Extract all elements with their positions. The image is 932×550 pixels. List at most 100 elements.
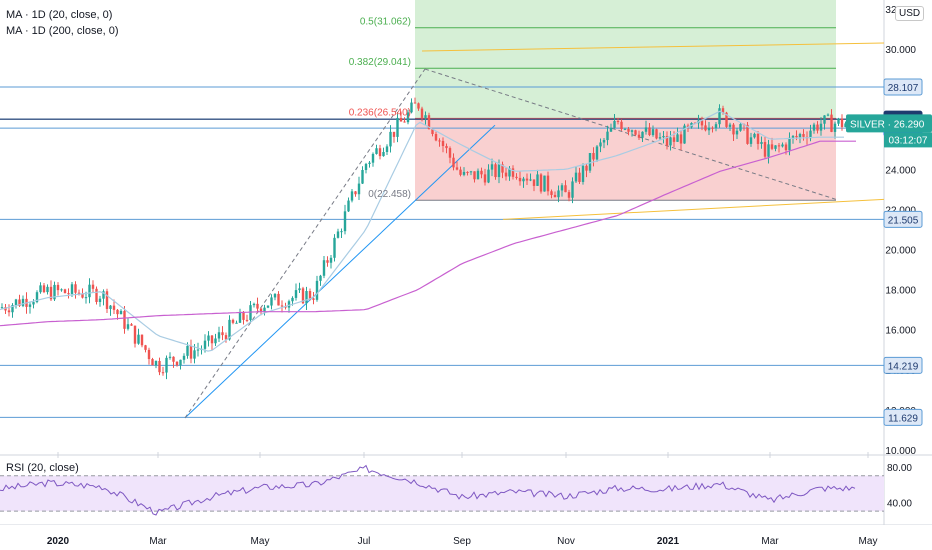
candle-body xyxy=(21,298,25,306)
candle-body xyxy=(347,200,350,212)
y-tick-label: 18.000 xyxy=(885,286,916,297)
candle-body xyxy=(242,312,245,320)
candle-body xyxy=(364,163,368,170)
candle-body xyxy=(60,289,63,291)
candle-body xyxy=(700,120,704,126)
candle-body xyxy=(84,297,88,299)
candle-body xyxy=(630,130,634,132)
candle-body xyxy=(536,174,539,186)
candle-body xyxy=(133,325,137,344)
candle-body xyxy=(210,335,214,344)
candle-body xyxy=(753,133,756,138)
x-tick-label: Mar xyxy=(761,536,779,547)
candle-body xyxy=(522,178,525,182)
candle-body xyxy=(392,131,396,137)
candle-body xyxy=(840,118,844,127)
candle-body xyxy=(137,334,140,344)
candle-body xyxy=(277,293,280,306)
candle-body xyxy=(396,117,399,137)
candle-body xyxy=(714,124,718,129)
candle-body xyxy=(746,124,749,144)
candle-body xyxy=(431,129,434,135)
candle-body xyxy=(725,112,728,127)
candle-body xyxy=(126,324,130,329)
candle-body xyxy=(88,284,91,298)
candle-body xyxy=(368,162,371,164)
candle-body xyxy=(816,124,819,131)
ma200-line xyxy=(0,140,856,327)
candle-body xyxy=(483,174,487,183)
candle-body xyxy=(837,118,840,124)
candle-body xyxy=(77,292,81,294)
candle-body xyxy=(0,307,4,309)
fib-anchor-line xyxy=(184,68,426,419)
candle-body xyxy=(385,146,389,152)
candle-body xyxy=(683,125,686,144)
candle-body xyxy=(116,309,119,315)
x-tick-label: Mar xyxy=(149,536,167,547)
x-tick-label: May xyxy=(859,536,878,547)
candle-body xyxy=(466,171,469,173)
candle-body xyxy=(704,125,707,131)
candle-body xyxy=(252,303,256,306)
candle-body xyxy=(186,345,189,356)
candle-body xyxy=(168,356,172,358)
candle-body xyxy=(256,303,259,309)
candle-body xyxy=(819,123,823,131)
candle-body xyxy=(637,134,641,138)
candle-body xyxy=(74,284,77,293)
candle-body xyxy=(571,181,574,198)
candle-body xyxy=(830,114,833,132)
candle-body xyxy=(175,361,179,366)
candle-body xyxy=(81,293,84,298)
candle-body xyxy=(95,288,98,302)
candle-body xyxy=(375,148,378,154)
candle-body xyxy=(711,127,714,129)
countdown-label: 03:12:07 xyxy=(889,135,928,146)
fib-green-zone xyxy=(415,0,836,119)
candle-body xyxy=(448,148,452,158)
candle-body xyxy=(539,174,543,192)
candle-body xyxy=(49,286,53,300)
candle-body xyxy=(613,120,616,128)
candle-body xyxy=(340,231,343,233)
candle-body xyxy=(707,127,711,131)
candle-body xyxy=(602,140,606,143)
candle-body xyxy=(823,115,826,124)
candle-body xyxy=(109,305,112,309)
candle-body xyxy=(203,340,207,349)
candle-body xyxy=(245,319,249,321)
candle-body xyxy=(165,357,168,373)
candle-body xyxy=(473,171,476,180)
ma200-legend[interactable]: MA · 1D (200, close, 0) xyxy=(6,25,119,37)
price-tag-box xyxy=(883,78,923,96)
candle-body xyxy=(662,136,665,138)
currency-label[interactable]: USD xyxy=(895,6,925,21)
fib-label: 0.236(26.540) xyxy=(349,107,411,118)
candle-body xyxy=(371,153,375,163)
candle-body xyxy=(410,102,413,113)
candle-body xyxy=(599,142,602,147)
candle-body xyxy=(504,172,508,177)
candle-body xyxy=(686,125,690,128)
candle-body xyxy=(739,124,742,131)
candle-body xyxy=(567,192,571,198)
ma20-legend[interactable]: MA · 1D (20, close, 0) xyxy=(6,9,113,21)
symbol-tag-box xyxy=(846,114,932,133)
candle-body xyxy=(301,288,305,304)
y-tick-label: 24.000 xyxy=(885,165,916,176)
candle-body xyxy=(207,335,210,341)
candle-body xyxy=(665,136,669,146)
candle-body xyxy=(581,165,585,182)
candle-body xyxy=(774,145,777,149)
rsi-legend[interactable]: RSI (20, close) xyxy=(6,462,79,474)
candle-body xyxy=(403,121,406,123)
candle-body xyxy=(438,140,441,142)
candle-body xyxy=(728,124,732,127)
candle-body xyxy=(336,231,340,238)
candle-body xyxy=(459,169,462,175)
candle-body xyxy=(798,134,802,138)
candle-body xyxy=(329,257,333,263)
candle-body xyxy=(147,349,151,360)
